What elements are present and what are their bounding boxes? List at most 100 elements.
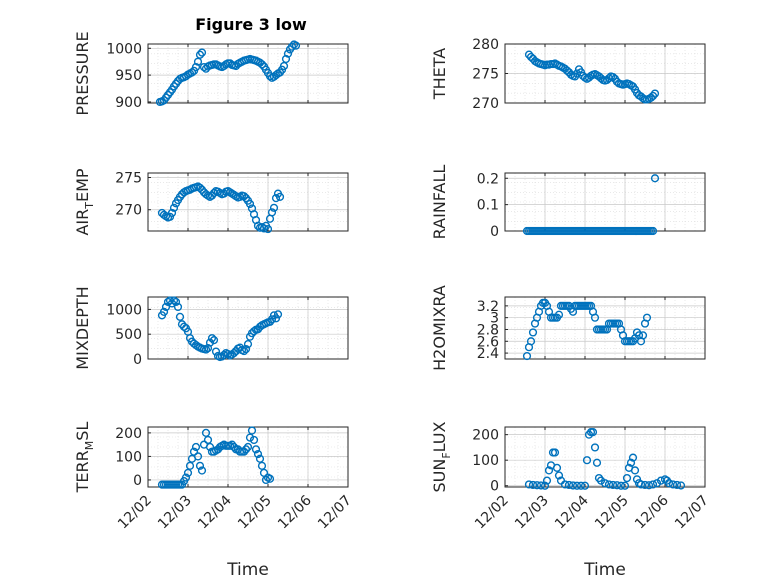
y-tick-label: 900 <box>115 95 142 111</box>
data-point <box>640 480 650 490</box>
y-tick-label: 275 <box>472 67 499 83</box>
subplot-2: 270 275 280 THETA <box>430 37 706 112</box>
x-tick-label: 12/06 <box>275 492 315 532</box>
data-point <box>197 48 207 57</box>
data-point <box>191 62 201 72</box>
data-point <box>255 454 265 463</box>
figure-title: Figure 3 low <box>195 15 307 34</box>
data-point <box>283 49 293 58</box>
data-point <box>185 461 195 470</box>
data-point <box>171 297 181 307</box>
data-point <box>668 480 678 489</box>
y-axis-label: TERRMSL <box>73 422 96 494</box>
y-tick-label: 275 <box>115 171 142 187</box>
y-tick-label: 280 <box>472 37 499 53</box>
data-point <box>536 481 546 490</box>
data-point <box>287 42 297 51</box>
y-axis-label: RAINFALL <box>430 165 449 240</box>
data-point <box>175 312 185 321</box>
data-point <box>275 192 285 201</box>
data-point <box>259 468 269 477</box>
data-point <box>263 224 273 234</box>
y-tick-label: 0.1 <box>477 198 499 214</box>
data-point <box>650 174 660 183</box>
data-point <box>656 476 666 485</box>
x-tick-label: 12/05 <box>235 493 275 533</box>
data-point <box>572 481 582 490</box>
data-point <box>281 54 291 64</box>
data-point <box>273 310 283 319</box>
data-point <box>544 466 554 475</box>
data-point <box>638 331 648 340</box>
data-point <box>245 433 255 442</box>
x-tick-label: 12/07 <box>315 493 355 533</box>
data-point <box>580 481 590 490</box>
data-point <box>528 480 538 490</box>
data-point <box>243 442 253 452</box>
data-point <box>245 199 255 209</box>
data-point <box>636 480 646 489</box>
data-point <box>229 348 239 358</box>
data-point <box>642 313 652 322</box>
y-axis-label: AIRTEMP <box>73 168 96 235</box>
data-point <box>265 474 275 483</box>
data-point <box>191 442 201 452</box>
data-point <box>253 449 263 459</box>
subplot-3: 270 275 AIRTEMP <box>73 168 349 236</box>
data-point <box>191 341 201 350</box>
data-point <box>540 481 550 490</box>
data-point <box>201 345 211 354</box>
axes-box <box>147 43 349 104</box>
y-tick-label: 0 <box>133 473 142 489</box>
x-tick-label: 12/05 <box>592 493 632 533</box>
subplot-6: 2.42.62.833.2 H2OMIXRA <box>430 285 706 371</box>
y-tick-label: 3.2 <box>477 299 499 315</box>
y-tick-label: 270 <box>472 96 499 112</box>
data-point <box>195 461 205 470</box>
y-axis-label: PRESSURE <box>73 31 92 115</box>
data-point <box>181 473 191 482</box>
data-point <box>626 458 636 467</box>
x-tick-label: 12/02 <box>115 493 155 533</box>
data-point <box>239 346 249 356</box>
data-point <box>650 89 660 98</box>
data-point <box>189 447 199 456</box>
y-tick-label: 200 <box>472 428 499 444</box>
subplot-4: 0 0.1 0.2 RAINFALL <box>430 165 706 240</box>
data-point <box>209 336 219 345</box>
data-point <box>205 338 215 347</box>
data-point <box>159 307 169 316</box>
y-tick-label: 1000 <box>106 302 142 318</box>
data-point <box>608 480 618 490</box>
data-point <box>227 440 237 449</box>
data-point <box>554 471 564 480</box>
data-point <box>620 481 630 490</box>
data-point <box>528 328 538 337</box>
data-point <box>209 188 219 198</box>
data-point <box>590 313 600 322</box>
data-point <box>247 426 257 435</box>
data-point <box>622 473 632 483</box>
data-point <box>648 91 658 101</box>
data-point <box>219 350 229 360</box>
y-tick-label: 200 <box>115 426 142 442</box>
y-tick-label: 0 <box>490 479 499 495</box>
data-point <box>243 340 253 349</box>
subplot-8: 0 100 200 SUNFLUX 12/02 12/03 12/04 12/05 12/06 1… <box>430 421 712 580</box>
data-point <box>241 344 251 354</box>
data-point <box>203 435 213 445</box>
data-point <box>197 466 207 475</box>
data-point <box>582 456 592 465</box>
axes-box <box>504 296 706 360</box>
data-point <box>161 302 171 312</box>
y-tick-label: 0 <box>133 352 142 368</box>
data-point <box>616 481 626 490</box>
subplot-1: 900 950 1000 PRESSURE <box>73 31 349 116</box>
y-axis-label: H2OMIXRA <box>430 285 449 371</box>
data-point <box>576 481 586 490</box>
data-point <box>550 448 560 457</box>
data-point <box>672 480 682 490</box>
data-point <box>169 296 179 305</box>
data-point <box>648 480 658 489</box>
